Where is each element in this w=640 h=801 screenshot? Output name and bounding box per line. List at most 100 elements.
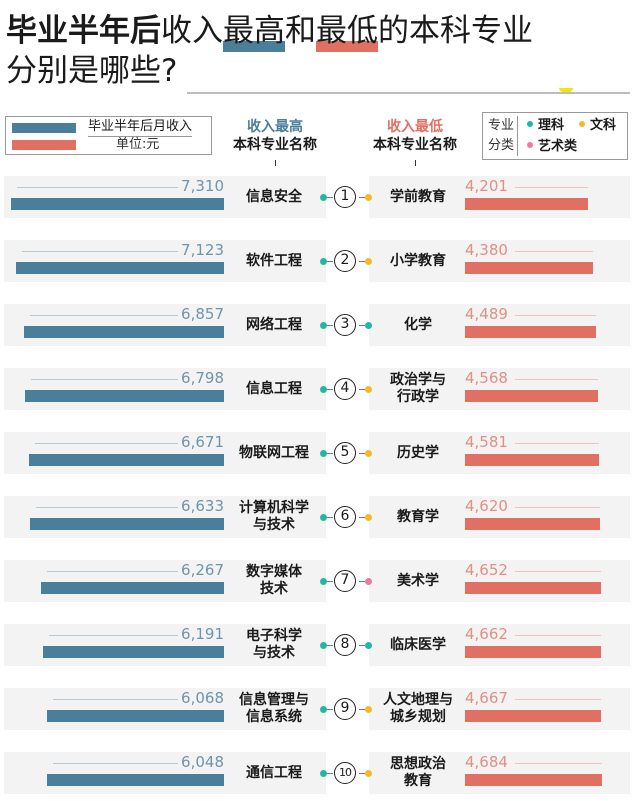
rank-connector: 7	[320, 570, 372, 592]
category-dot-icon	[365, 194, 372, 201]
title-part: 的本科专业	[378, 13, 533, 49]
connector-line	[327, 517, 333, 518]
connector-line	[359, 645, 365, 646]
table-row: 7,310 信息安全 1 学前教育 4,201	[0, 176, 640, 218]
connector-line	[359, 709, 365, 710]
high-value-guide	[53, 699, 180, 700]
title-bold-part: 毕业半年后	[6, 13, 161, 49]
high-major-name: 信息工程	[228, 368, 320, 410]
rank-connector: 10	[320, 762, 372, 784]
title-part: 收入	[161, 13, 223, 49]
table-row: 7,123 软件工程 2 小学教育 4,380	[0, 240, 640, 282]
low-income-value: 4,667	[465, 690, 511, 706]
high-major-name: 通信工程	[228, 752, 320, 794]
connector-line	[359, 581, 365, 582]
high-value-guide	[31, 379, 180, 380]
low-income-bar	[465, 518, 600, 530]
legend-swatch-blue	[12, 123, 76, 133]
high-major-label: 电子科学 与技术	[246, 628, 302, 661]
rank-connector: 6	[320, 506, 372, 528]
low-major-label: 教育学	[397, 508, 439, 525]
low-major-label: 思想政治 教育	[390, 756, 446, 789]
high-value-guide	[35, 443, 180, 444]
high-value-guide	[36, 507, 180, 508]
high-income-bar	[30, 518, 224, 530]
low-value-guide	[515, 763, 602, 764]
low-income-bar	[465, 454, 599, 466]
high-income-value: 6,191	[178, 626, 224, 642]
decorative-mark	[559, 88, 573, 92]
connector-line	[327, 389, 333, 390]
title-part: 和	[285, 13, 316, 49]
category-dot-icon	[320, 194, 327, 201]
high-major-label: 通信工程	[246, 764, 302, 781]
series-legend: 毕业半年后月收入 单位:元	[5, 116, 212, 155]
high-row-bg	[4, 624, 326, 666]
category-dot-icon	[365, 578, 372, 585]
high-major-label: 信息管理与 信息系统	[239, 692, 309, 725]
low-income-value: 4,489	[465, 306, 511, 322]
header-lowest-title: 收入最低	[387, 119, 443, 135]
high-row-bg	[4, 176, 326, 218]
high-major-name: 信息管理与 信息系统	[228, 688, 320, 730]
category-dot-icon	[365, 706, 372, 713]
category-arts: 艺术类	[527, 139, 577, 155]
rank-badge: 3	[334, 314, 356, 336]
rank-connector: 4	[320, 378, 372, 400]
high-row-bg	[4, 496, 326, 538]
rank-badge: 7	[334, 570, 356, 592]
high-major-label: 物联网工程	[239, 444, 309, 461]
high-income-bar	[24, 326, 224, 338]
header-tick	[274, 160, 276, 166]
low-income-bar	[465, 582, 601, 594]
header-lowest: 收入最低 本科专业名称	[355, 119, 475, 166]
low-value-guide	[515, 379, 598, 380]
title-divider	[187, 92, 630, 94]
high-major-name: 计算机科学 与技术	[228, 496, 320, 538]
high-value-guide	[49, 635, 180, 636]
table-row: 6,191 电子科学 与技术 8 临床医学 4,662	[0, 624, 640, 666]
connector-line	[327, 197, 333, 198]
connector-line	[359, 261, 365, 262]
high-row-bg	[4, 304, 326, 346]
high-major-label: 网络工程	[246, 316, 302, 333]
legend-unit-label: 单位:元	[116, 137, 160, 152]
category-dot-icon	[365, 770, 372, 777]
low-value-guide	[515, 315, 596, 316]
yellow-dot-icon	[579, 121, 585, 127]
connector-line	[327, 773, 333, 774]
low-income-bar	[465, 326, 596, 338]
category-dot-icon	[320, 578, 327, 585]
low-income-value: 4,662	[465, 626, 511, 642]
legend-swatch-red	[12, 140, 76, 150]
category-dot-icon	[320, 386, 327, 393]
connector-line	[327, 581, 333, 582]
table-row: 6,633 计算机科学 与技术 6 教育学 4,620	[0, 496, 640, 538]
high-value-guide	[30, 315, 180, 316]
low-major-label: 政治学与 行政学	[390, 372, 446, 405]
low-major-name: 化学	[374, 304, 462, 346]
high-value-guide	[53, 763, 180, 764]
rank-badge: 5	[334, 442, 356, 464]
low-value-guide	[515, 635, 601, 636]
low-value-guide	[515, 699, 601, 700]
low-income-bar	[465, 646, 601, 658]
connector-line	[327, 645, 333, 646]
low-major-name: 历史学	[374, 432, 462, 474]
table-row: 6,267 数字媒体 技术 7 美术学 4,652	[0, 560, 640, 602]
table-row: 6,068 信息管理与 信息系统 9 人文地理与 城乡规划 4,667	[0, 688, 640, 730]
low-major-name: 教育学	[374, 496, 462, 538]
high-income-value: 6,671	[178, 434, 224, 450]
low-major-label: 美术学	[397, 572, 439, 589]
high-income-bar	[47, 710, 224, 722]
table-row: 6,857 网络工程 3 化学 4,489	[0, 304, 640, 346]
category-legend-label: 专业分类	[488, 116, 518, 156]
category-dot-icon	[365, 642, 372, 649]
high-income-bar	[43, 646, 224, 658]
low-major-label: 学前教育	[390, 188, 446, 205]
category-dot-icon	[365, 514, 372, 521]
low-value-guide	[515, 443, 599, 444]
category-dot-icon	[320, 642, 327, 649]
connector-line	[327, 453, 333, 454]
rank-badge: 2	[334, 250, 356, 272]
